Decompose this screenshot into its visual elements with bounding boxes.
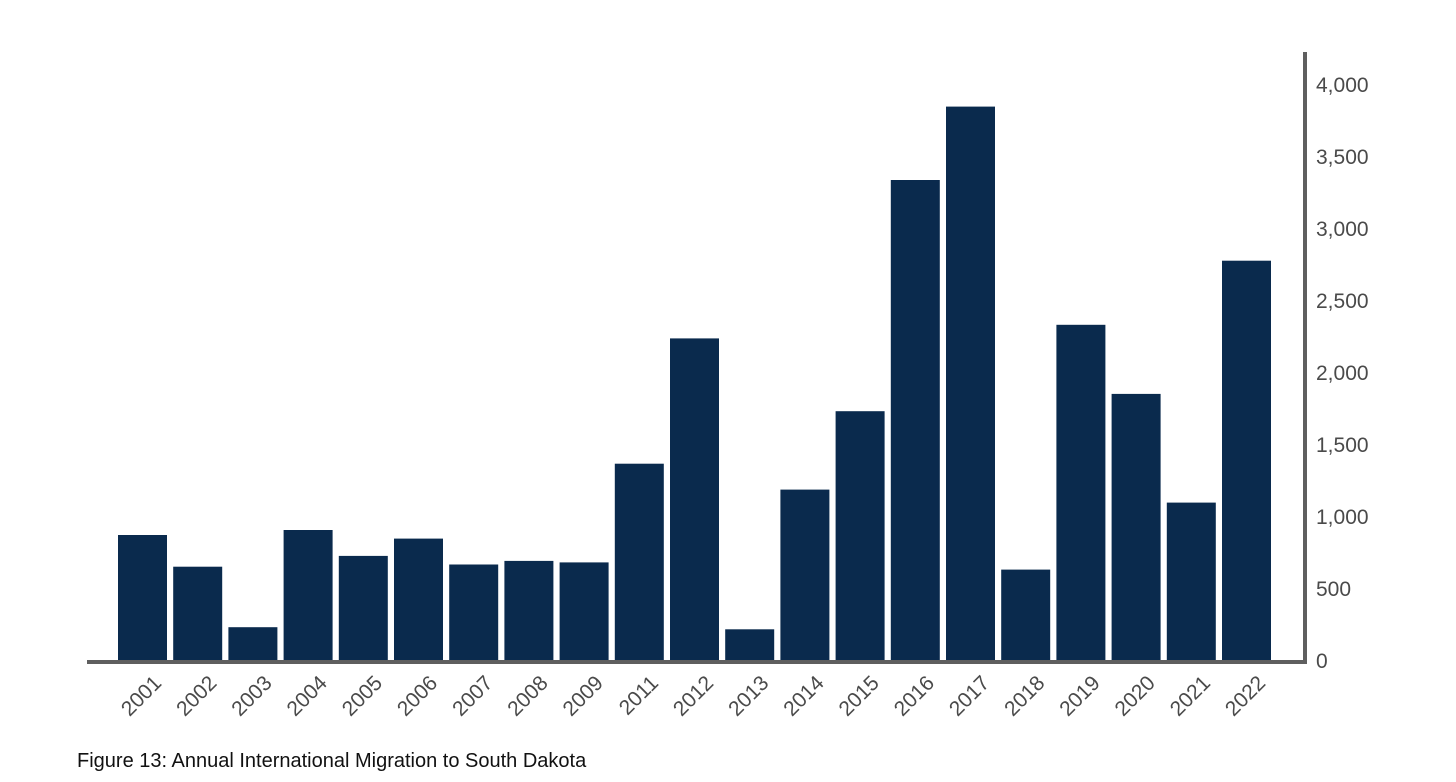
bar-2014 bbox=[780, 489, 830, 661]
x-tick-label: 2016 bbox=[890, 671, 939, 720]
x-tick-label: 2002 bbox=[172, 671, 221, 720]
x-tick-label: 2003 bbox=[227, 671, 276, 720]
bar-2004 bbox=[283, 530, 333, 661]
y-tick-label: 3,000 bbox=[1316, 218, 1369, 241]
bar-2007 bbox=[449, 564, 499, 661]
bar-2021 bbox=[1166, 502, 1216, 661]
bar-2009 bbox=[559, 562, 609, 661]
x-tick-label: 2012 bbox=[669, 671, 718, 720]
x-tick-label: 2020 bbox=[1111, 671, 1160, 720]
bar-2001 bbox=[118, 535, 167, 661]
y-tick-label: 4,000 bbox=[1316, 74, 1369, 97]
x-tick-label: 2009 bbox=[559, 671, 608, 720]
y-tick-label: 3,500 bbox=[1316, 146, 1369, 169]
bars-group bbox=[118, 106, 1271, 662]
bar-2022 bbox=[1222, 260, 1271, 661]
bar-2012 bbox=[670, 338, 719, 661]
bar-2006 bbox=[394, 538, 443, 661]
x-tick-label: 2011 bbox=[615, 671, 663, 719]
x-tick-label: 2021 bbox=[1166, 671, 1215, 720]
bar-2008 bbox=[504, 560, 554, 661]
y-tick-label: 1,500 bbox=[1316, 434, 1369, 457]
figure-caption: Figure 13: Annual International Migratio… bbox=[77, 750, 587, 772]
x-tick-label: 2004 bbox=[283, 671, 333, 721]
bar-2003 bbox=[228, 627, 278, 661]
y-tick-label: 1,000 bbox=[1316, 506, 1369, 529]
x-tick-label: 2017 bbox=[945, 671, 994, 720]
bar-2002 bbox=[173, 566, 223, 661]
y-tick-label: 2,000 bbox=[1316, 362, 1369, 385]
x-tick-label: 2005 bbox=[338, 671, 387, 720]
bar-2005 bbox=[338, 555, 388, 661]
bar-2017 bbox=[946, 106, 995, 662]
bar-2019 bbox=[1056, 324, 1106, 661]
axes-group bbox=[87, 52, 1307, 664]
x-tick-labels-group: 2001 2002 2003 2004 2005 2006 2007 2008 2009 2011… bbox=[117, 671, 1270, 721]
bar-2018 bbox=[1001, 569, 1051, 661]
x-tick-label: 2015 bbox=[835, 671, 884, 720]
bar-2013 bbox=[725, 629, 775, 661]
x-tick-label: 2014 bbox=[779, 671, 829, 721]
y-tick-label: 0 bbox=[1316, 650, 1328, 673]
bar-2020 bbox=[1111, 393, 1161, 661]
y-tick-label: 2,500 bbox=[1316, 290, 1369, 313]
x-tick-label: 2018 bbox=[1000, 671, 1049, 720]
x-tick-label: 2001 bbox=[117, 671, 166, 720]
bar-2015 bbox=[835, 411, 885, 661]
y-tick-labels-group: 0 500 1,000 1,500 2,000 2,500 3,000 3,500 4,000 bbox=[1316, 74, 1369, 673]
x-tick-label: 2006 bbox=[393, 671, 442, 720]
bar-2011 bbox=[614, 463, 664, 661]
x-tick-label: 2019 bbox=[1055, 671, 1104, 720]
x-tick-label: 2007 bbox=[448, 671, 497, 720]
y-tick-label: 500 bbox=[1316, 578, 1351, 601]
x-tick-label: 2008 bbox=[503, 671, 552, 720]
bar-2016 bbox=[890, 180, 940, 661]
x-tick-label: 2013 bbox=[724, 671, 773, 720]
x-tick-label: 2022 bbox=[1221, 671, 1270, 720]
